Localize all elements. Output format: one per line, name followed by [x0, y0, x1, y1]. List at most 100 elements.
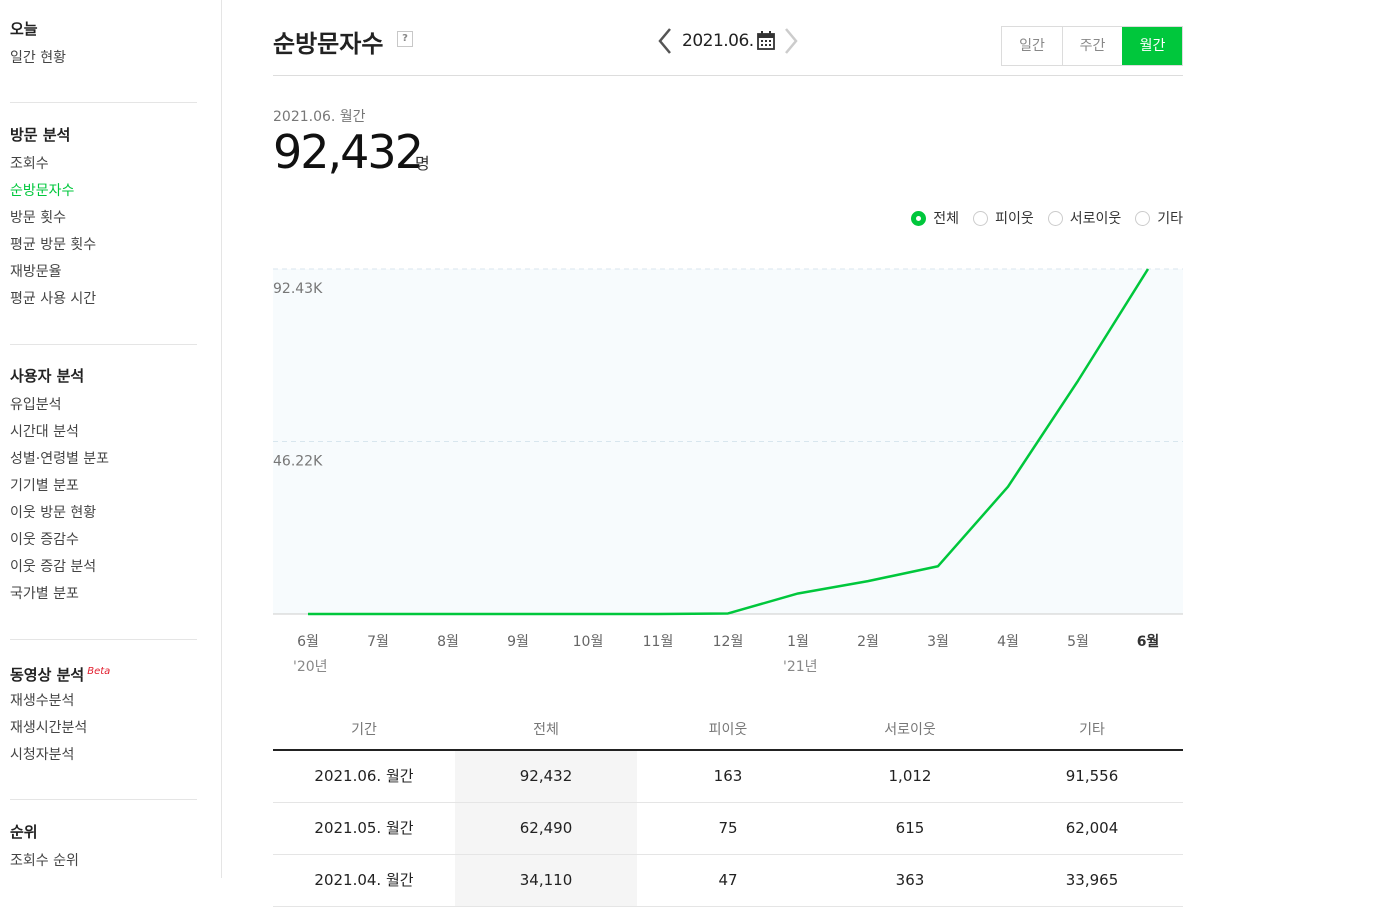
- series-filter-option[interactable]: 전체: [911, 208, 959, 228]
- x-tick-label: 5월: [1067, 634, 1089, 650]
- series-filter-option[interactable]: 서로이웃: [1048, 208, 1122, 228]
- table-cell: 75: [637, 803, 819, 854]
- x-tick-label: 4월: [997, 634, 1019, 650]
- sidebar-item[interactable]: 재방문율: [10, 259, 197, 286]
- summary-visitor-count: 92,432: [273, 124, 422, 180]
- calendar-button[interactable]: [757, 30, 775, 54]
- table-cell: 34,110: [455, 855, 637, 906]
- x-tick-label: 11월: [643, 634, 674, 650]
- current-date: 2021.06.: [682, 31, 754, 51]
- x-tick-label: 12월: [713, 634, 744, 650]
- summary-unit: 명: [415, 150, 430, 174]
- series-filter-label: 서로이웃: [1070, 208, 1122, 228]
- sidebar-item[interactable]: 시간대 분석: [10, 419, 197, 446]
- next-period-button[interactable]: [781, 26, 801, 56]
- sidebar-item[interactable]: 평균 방문 횟수: [10, 232, 197, 259]
- series-filter-label: 기타: [1157, 208, 1183, 228]
- series-filter-option[interactable]: 기타: [1135, 208, 1183, 228]
- sidebar-item[interactable]: 이웃 증감수: [10, 527, 197, 554]
- sidebar-item[interactable]: 방문 횟수: [10, 205, 197, 232]
- sidebar-section-title: 오늘: [10, 17, 197, 41]
- x-tick-label: 1월: [787, 634, 809, 650]
- chevron-right-icon: [781, 26, 801, 56]
- sidebar-section-title: 방문 분석: [10, 123, 197, 147]
- sidebar-item[interactable]: 재생시간분석: [10, 715, 197, 742]
- series-filter-option[interactable]: 피이웃: [973, 208, 1034, 228]
- sidebar-item[interactable]: 시청자분석: [10, 742, 197, 769]
- table-cell: 91,556: [1001, 751, 1183, 802]
- sidebar-item[interactable]: 이웃 증감 분석: [10, 554, 197, 581]
- sidebar-section-title: 사용자 분석: [10, 364, 197, 388]
- series-filter-label: 전체: [933, 208, 959, 228]
- radio-icon[interactable]: [1048, 211, 1063, 226]
- sidebar-item[interactable]: 일간 현황: [10, 45, 197, 72]
- sidebar-item[interactable]: 이웃 방문 현황: [10, 500, 197, 527]
- prev-period-button[interactable]: [655, 26, 675, 56]
- column-header: 서로이웃: [819, 712, 1001, 749]
- period-tab[interactable]: 일간: [1002, 27, 1062, 65]
- y-tick-label: 92.43K: [273, 281, 323, 297]
- sidebar-divider: [10, 344, 197, 345]
- table-cell: 62,490: [455, 803, 637, 854]
- table-cell: 2021.06. 월간: [273, 751, 455, 802]
- radio-icon[interactable]: [911, 211, 926, 226]
- sidebar-item[interactable]: 성별·연령별 분포: [10, 446, 197, 473]
- calendar-icon: [757, 30, 775, 50]
- x-tick-label: 9월: [507, 634, 529, 650]
- sidebar-divider: [10, 799, 197, 800]
- table-cell: 2021.04. 월간: [273, 855, 455, 906]
- sidebar-item[interactable]: 유입분석: [10, 392, 197, 419]
- x-year-label: '21년: [783, 659, 818, 675]
- table-cell: 2021.05. 월간: [273, 803, 455, 854]
- table-cell: 62,004: [1001, 803, 1183, 854]
- x-tick-label: 6월: [297, 634, 319, 650]
- sidebar-divider: [10, 102, 197, 103]
- series-filter-label: 피이웃: [995, 208, 1034, 228]
- sidebar-item[interactable]: 평균 사용 시간: [10, 286, 197, 313]
- sidebar-item[interactable]: 국가별 분포: [10, 581, 197, 608]
- sidebar-item[interactable]: 조회수: [10, 151, 197, 178]
- sidebar-section-title: 순위: [10, 820, 197, 844]
- help-icon[interactable]: ?: [397, 31, 413, 47]
- x-tick-label: 2월: [857, 634, 879, 650]
- sidebar-item[interactable]: 조회수 순위: [10, 848, 197, 875]
- sidebar-item[interactable]: 재생수분석: [10, 688, 197, 715]
- period-tab[interactable]: 월간: [1122, 27, 1182, 65]
- x-tick-label: 10월: [573, 634, 604, 650]
- y-tick-label: 46.22K: [273, 454, 323, 470]
- column-header: 피이웃: [637, 712, 819, 749]
- sidebar-divider: [10, 639, 197, 640]
- sidebar-item[interactable]: 기기별 분포: [10, 473, 197, 500]
- x-tick-label: 3월: [927, 634, 949, 650]
- column-header: 전체: [455, 712, 637, 749]
- header-divider: [273, 75, 1183, 76]
- x-tick-label: 6월: [1137, 633, 1160, 650]
- x-tick-label: 7월: [367, 634, 389, 650]
- series-filter: 전체 피이웃 서로이웃 기타: [911, 208, 1183, 228]
- table-cell: 615: [819, 803, 1001, 854]
- sidebar-item[interactable]: 순방문자수: [10, 178, 197, 205]
- table-cell: 363: [819, 855, 1001, 906]
- radio-icon[interactable]: [973, 211, 988, 226]
- table-cell: 1,012: [819, 751, 1001, 802]
- chevron-left-icon: [655, 26, 675, 56]
- period-tab[interactable]: 주간: [1062, 27, 1122, 65]
- table-cell: 92,432: [455, 751, 637, 802]
- summary-period-label: 2021.06. 월간: [273, 106, 366, 126]
- radio-icon[interactable]: [1135, 211, 1150, 226]
- table-cell: 47: [637, 855, 819, 906]
- beta-badge: Beta: [87, 666, 110, 677]
